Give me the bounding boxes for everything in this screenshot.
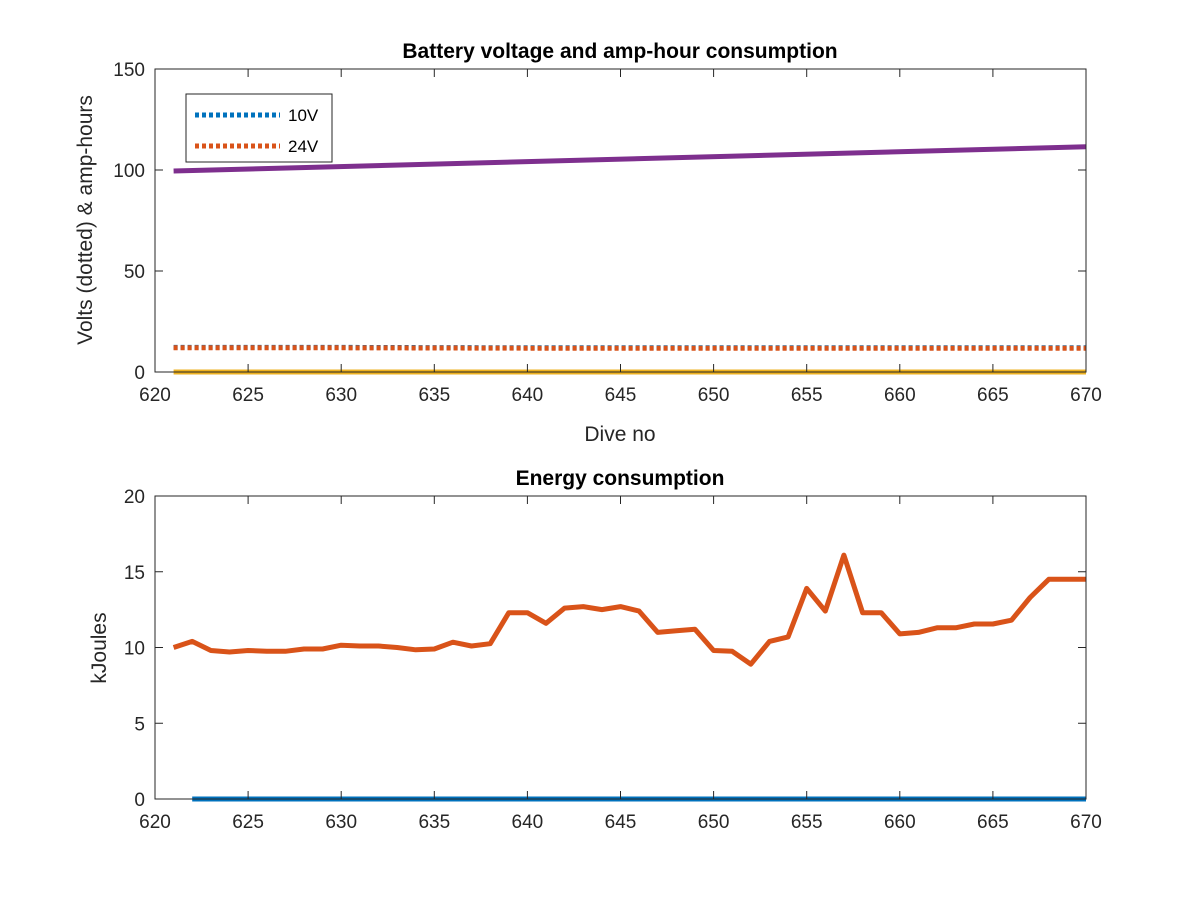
axes-box — [154, 495, 1087, 800]
series-layer — [173, 144, 1087, 375]
y-axis-label: kJoules — [88, 612, 111, 683]
tick-layer: 620 625 630 635 640 645 650 655 660 665 670 0 5 10 15 2… — [124, 487, 1102, 833]
x-tick-label: 665 — [977, 812, 1009, 833]
plot-title: Battery voltage and amp-hour consumption — [402, 40, 837, 63]
y-tick-label: 100 — [113, 161, 145, 182]
x-tick-label: 645 — [605, 385, 637, 406]
x-axis-label: Dive no — [584, 423, 655, 446]
x-tick-label: 640 — [512, 385, 544, 406]
y-tick-label: 5 — [134, 714, 145, 735]
plot-battery-voltage: Battery voltage and amp-hour consumption… — [74, 40, 1102, 446]
legend-box — [185, 93, 333, 163]
x-tick-label: 625 — [232, 812, 264, 833]
y-tick-label: 150 — [113, 60, 145, 81]
plot-title: Energy consumption — [516, 467, 725, 490]
x-tick-label: 650 — [698, 812, 730, 833]
y-tick-label: 15 — [124, 563, 145, 584]
x-tick-label: 630 — [325, 385, 357, 406]
tick-layer: 620 625 630 635 640 645 650 655 660 665 670 0 50 100 1… — [113, 60, 1102, 406]
x-tick-label: 650 — [698, 385, 730, 406]
y-tick-label: 50 — [124, 262, 145, 283]
y-tick-label: 10 — [124, 639, 145, 660]
x-tick-label: 660 — [884, 812, 916, 833]
series-layer — [172, 552, 1086, 802]
x-tick-label: 670 — [1070, 812, 1102, 833]
x-tick-label: 625 — [232, 385, 264, 406]
x-tick-label: 620 — [139, 812, 171, 833]
y-tick-label: 20 — [124, 487, 145, 508]
y-tick-label: 0 — [134, 363, 145, 384]
x-tick-label: 655 — [791, 812, 823, 833]
x-tick-label: 665 — [977, 385, 1009, 406]
x-tick-label: 635 — [418, 385, 450, 406]
x-tick-label: 635 — [418, 812, 450, 833]
series-line-orange-1 — [172, 552, 1086, 667]
x-tick-label: 660 — [884, 385, 916, 406]
x-tick-label: 620 — [139, 385, 171, 406]
plot-energy-consumption: Energy consumption kJoules 620 625 630 635 6… — [88, 467, 1102, 833]
y-axis-label: Volts (dotted) & amp-hours — [74, 95, 97, 345]
y-tick-label: 0 — [134, 790, 145, 811]
series-line-purple-3 — [173, 144, 1087, 174]
x-tick-label: 670 — [1070, 385, 1102, 406]
legend-label-10v: 10V — [288, 106, 319, 125]
legend: 10V 24V — [185, 93, 333, 163]
x-tick-label: 640 — [512, 812, 544, 833]
legend-label-24v: 24V — [288, 137, 319, 156]
axes-box — [154, 68, 1087, 373]
x-tick-label: 655 — [791, 385, 823, 406]
x-tick-label: 630 — [325, 812, 357, 833]
x-tick-label: 645 — [605, 812, 637, 833]
